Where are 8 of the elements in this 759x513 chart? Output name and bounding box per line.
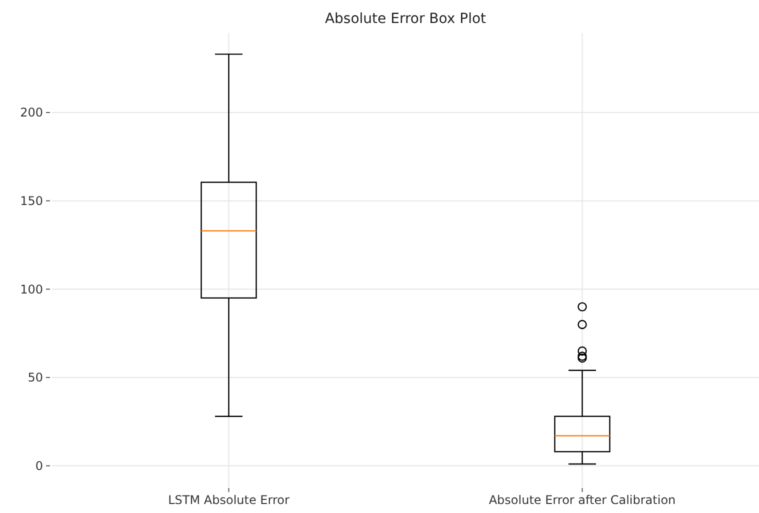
y-tick-label: 100 <box>20 282 43 296</box>
y-tick-label: 150 <box>20 194 43 208</box>
chart-title: Absolute Error Box Plot <box>324 11 487 27</box>
y-tick-label: 50 <box>28 370 43 385</box>
x-tick-label: LSTM Absolute Error <box>168 493 290 507</box>
y-tick-label: 200 <box>20 106 43 120</box>
x-tick-label: Absolute Error after Calibration <box>488 493 676 507</box>
y-tick-label: 0 <box>35 459 43 473</box>
